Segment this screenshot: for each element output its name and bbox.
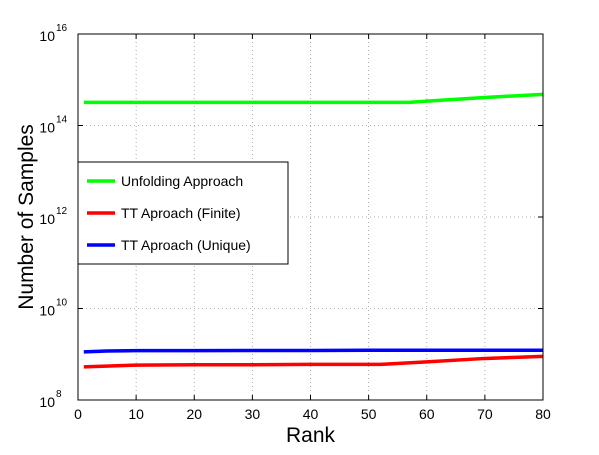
- y-tick-label: 10: [39, 394, 55, 410]
- y-tick-exponent: 14: [56, 115, 68, 126]
- y-axis-label: Number of Samples: [15, 124, 38, 310]
- legend-label-1: Unfolding Approach: [121, 173, 243, 189]
- legend-label-3: TT Aproach (Unique): [121, 237, 251, 253]
- series-lines: [83, 92, 544, 369]
- legend-label-2: TT Aproach (Finite): [121, 205, 241, 221]
- x-tick-label: 80: [535, 406, 551, 422]
- y-tick-base: 10: [39, 394, 55, 410]
- y-tick-base: 10: [39, 120, 55, 136]
- x-tick-label: 60: [419, 406, 435, 422]
- y-tick-exponent: 10: [56, 298, 68, 309]
- grid: [78, 34, 543, 400]
- x-tick-label: 40: [303, 406, 319, 422]
- y-tick-label: 10: [39, 211, 55, 227]
- x-tick-label: 30: [245, 406, 261, 422]
- series-line-2: [83, 354, 544, 369]
- y-tick-label: 10: [39, 303, 55, 319]
- y-tick-label: 10: [39, 28, 55, 44]
- x-tick-label: 20: [186, 406, 202, 422]
- series-line-1: [83, 92, 544, 105]
- y-tick-base: 10: [39, 28, 55, 44]
- x-tick-label: 10: [128, 406, 144, 422]
- y-tick-base: 10: [39, 211, 55, 227]
- x-tick-label: 50: [361, 406, 377, 422]
- x-axis-label: Rank: [286, 424, 336, 447]
- y-tick-exponent: 12: [56, 206, 68, 217]
- x-tick-label: 0: [74, 406, 82, 422]
- series-line-3: [83, 348, 543, 354]
- legend: Unfolding Approach TT Aproach (Finite) TT …: [77, 161, 289, 265]
- y-tick-base: 10: [39, 303, 55, 319]
- y-tick-label: 10: [39, 120, 55, 136]
- x-tick-label: 70: [477, 406, 493, 422]
- y-tick-exponent: 8: [56, 389, 62, 400]
- y-tick-exponent: 16: [56, 23, 68, 34]
